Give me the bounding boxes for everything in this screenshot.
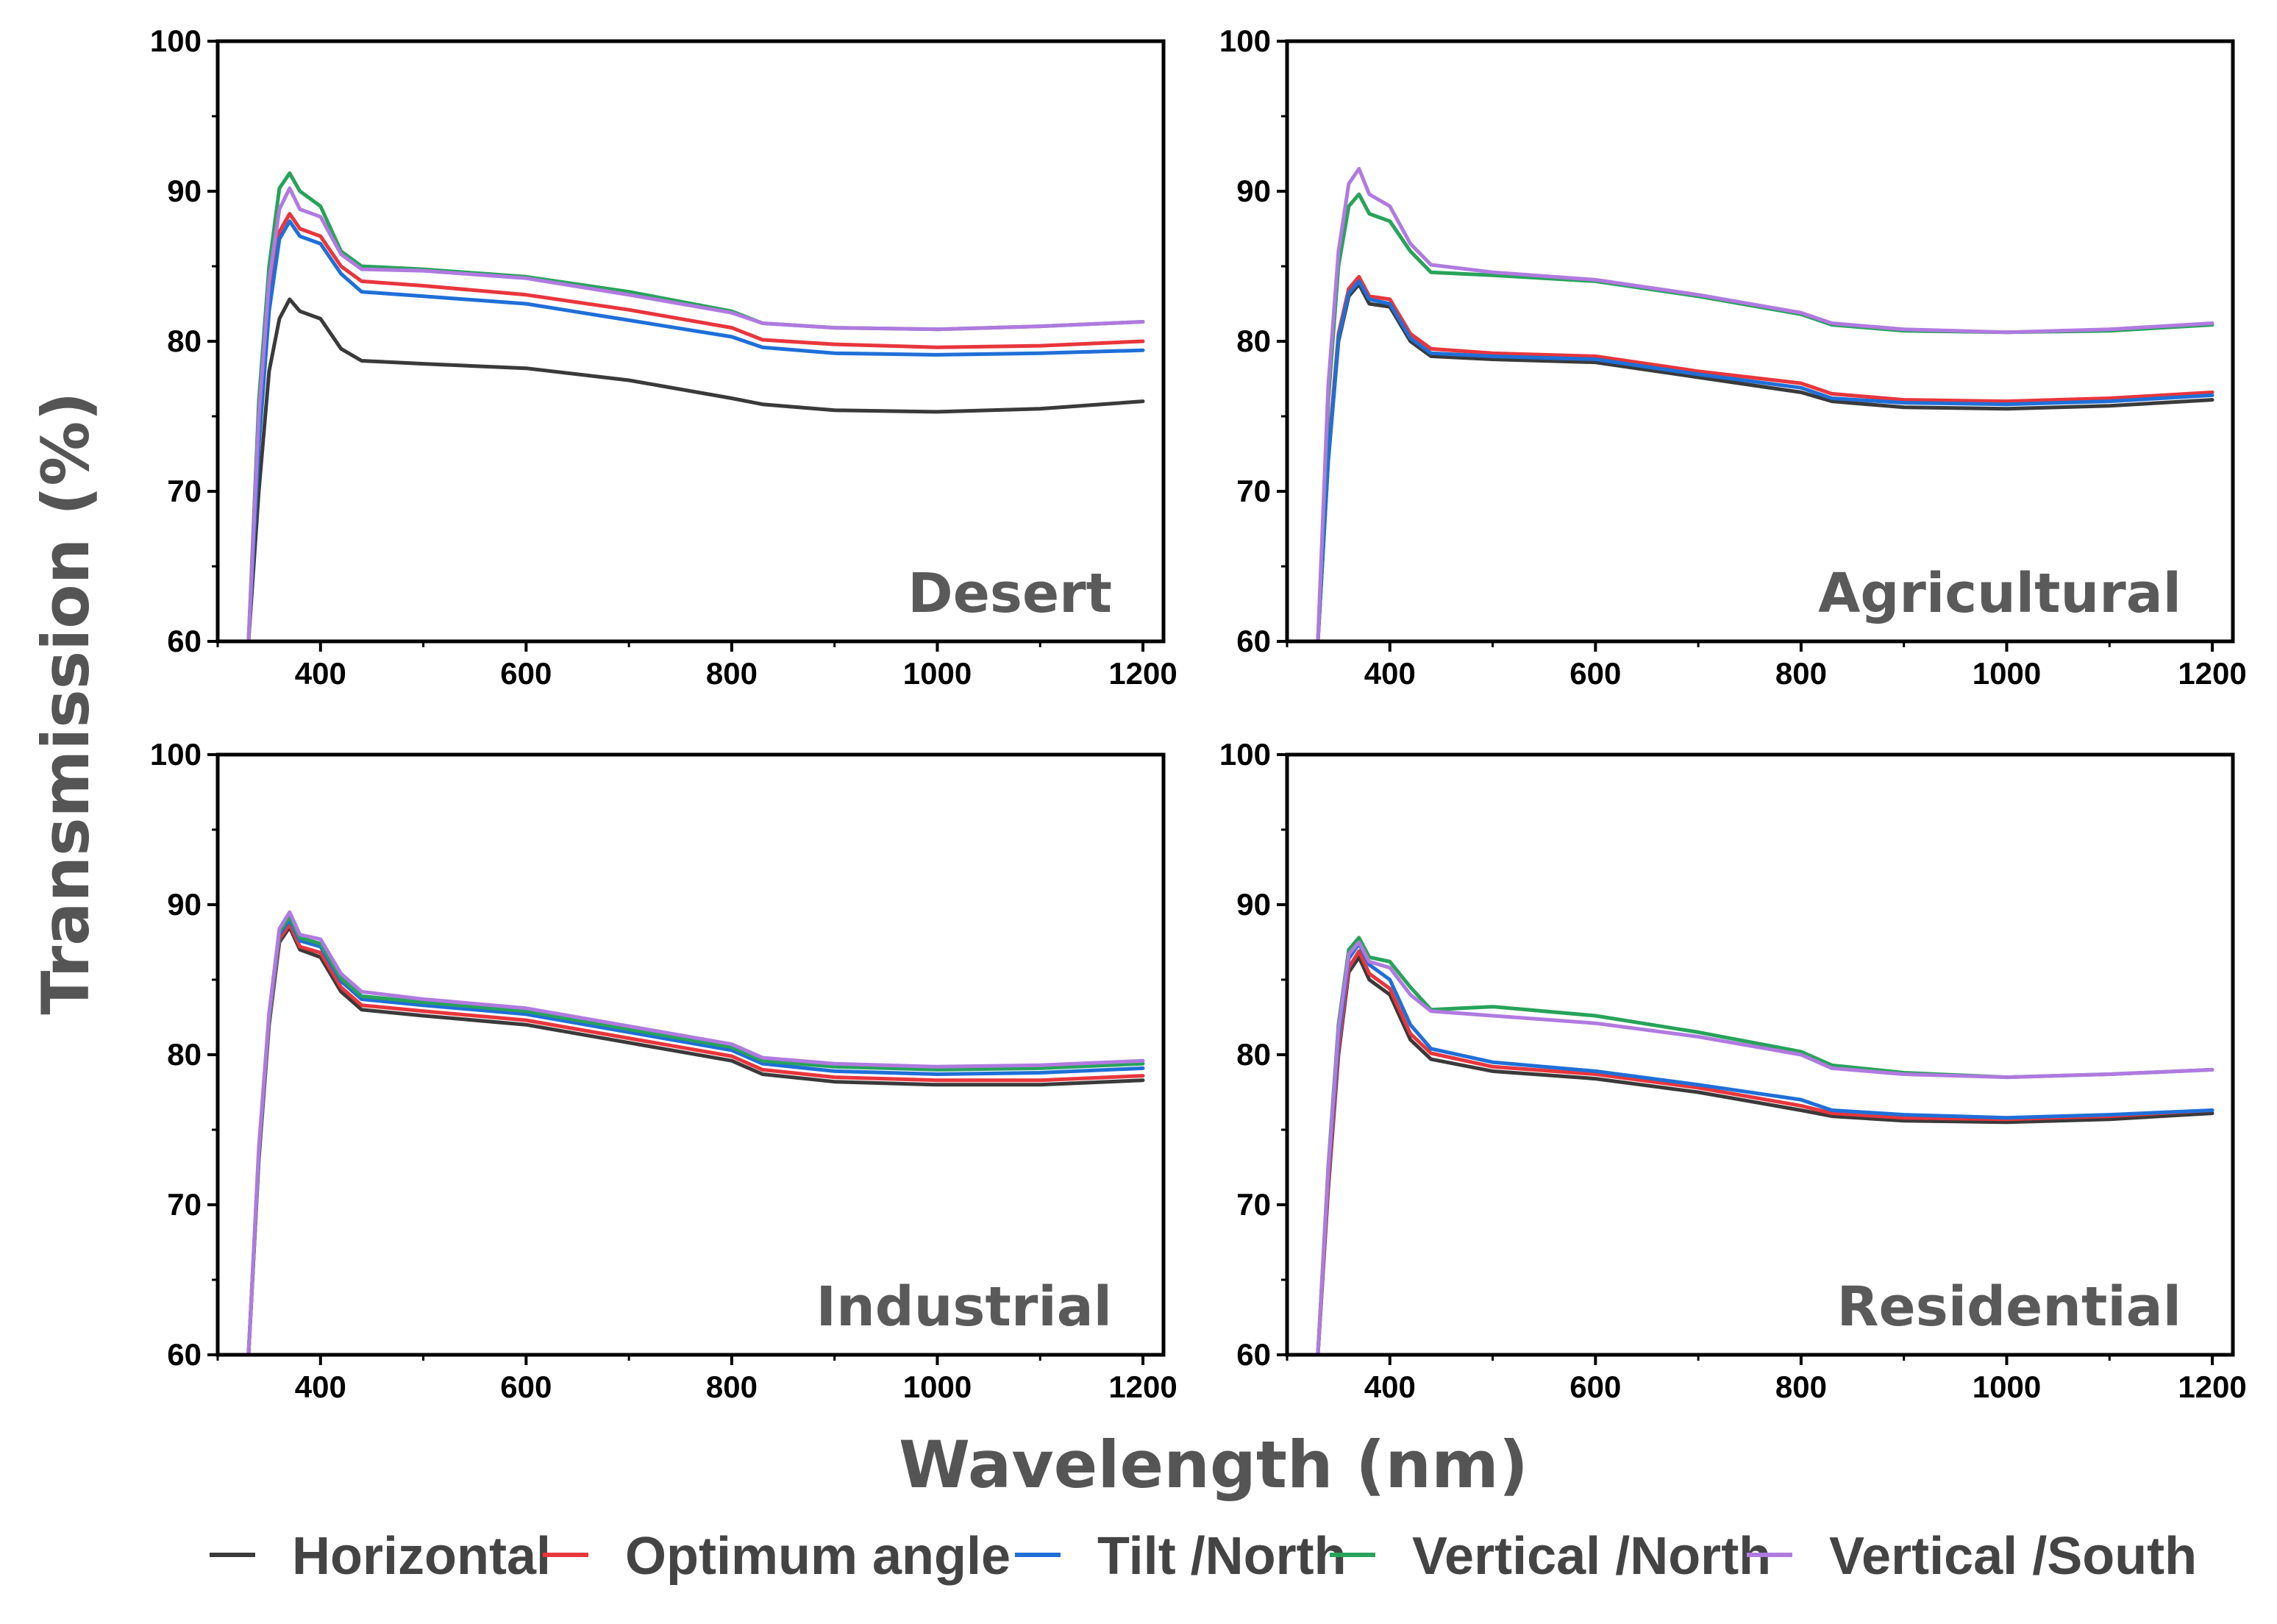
plot-frame (1285, 752, 2235, 1357)
y-tick-label: 90 (1236, 174, 1271, 208)
series-group (246, 910, 1145, 1355)
legend-label: Optimum angle (625, 1527, 1011, 1586)
y-tick-label: 80 (1236, 324, 1271, 358)
legend-item: Vertical /South (1747, 1527, 2197, 1586)
x-tick-label: 1000 (903, 1370, 972, 1404)
series-line-vertical-south (246, 910, 1145, 1355)
chart-panels: 60 70 80 90 100 400 600 800 1000 1200 Desert 60 70 80… (150, 24, 2247, 1404)
y-tick-label: 80 (167, 1037, 202, 1072)
y-tick-label: 70 (167, 474, 202, 508)
series-line-horizontal (246, 297, 1145, 641)
series-line-tilt-north (1316, 279, 2214, 641)
x-tick-label: 600 (500, 656, 552, 691)
y-tick-label: 60 (167, 1337, 202, 1372)
x-tick-label: 800 (706, 1370, 758, 1404)
series-line-tilt-north (246, 219, 1145, 641)
series-line-vertical-south (246, 186, 1145, 641)
x-tick-label: 800 (706, 656, 758, 691)
y-tick-label: 60 (1236, 624, 1271, 658)
plot-frame (215, 39, 1166, 644)
x-tick-label: 1200 (2178, 1370, 2246, 1404)
y-tick-label: 90 (1236, 887, 1271, 922)
panel-label: Agricultural (1818, 562, 2181, 625)
legend-label: Horizontal (292, 1527, 551, 1586)
series-line-vertical-south (1316, 166, 2214, 641)
y-tick-label: 100 (150, 737, 202, 772)
x-tick-label: 1000 (1973, 1370, 2041, 1404)
legend-item: Horizontal (210, 1527, 551, 1586)
legend-label: Vertical /South (1829, 1527, 2197, 1586)
series-group (1316, 166, 2214, 641)
x-axis-title: Wavelength (nm) (899, 1427, 1528, 1503)
legend: Horizontal Optimum angle Tilt /North Vertic… (210, 1527, 2197, 1586)
chart-panel-agricultural: 60 70 80 90 100 400 600 800 1000 1200 Agricultural (1219, 24, 2247, 691)
plot-frame (1285, 39, 2235, 644)
y-tick-label: 100 (1219, 737, 1271, 772)
x-tick-label: 800 (1775, 656, 1827, 691)
legend-item: Vertical /North (1330, 1527, 1771, 1586)
x-tick-label: 400 (295, 1370, 346, 1404)
panel-label: Residential (1837, 1275, 2181, 1339)
x-tick-label: 1000 (1973, 656, 2041, 691)
y-tick-label: 100 (1219, 24, 1271, 58)
legend-label: Vertical /North (1412, 1527, 1771, 1586)
series-group (1316, 936, 2214, 1355)
x-tick-label: 1200 (1108, 1370, 1177, 1404)
x-tick-label: 400 (1364, 1370, 1416, 1404)
x-tick-label: 400 (1364, 656, 1416, 691)
series-line-vertical-south (1316, 940, 2214, 1355)
x-tick-label: 1200 (1108, 656, 1177, 691)
panel-label: Industrial (816, 1275, 1112, 1339)
chart-panel-residential: 60 70 80 90 100 400 600 800 1000 1200 Residential (1219, 737, 2247, 1404)
y-tick-label: 60 (1236, 1337, 1271, 1372)
y-tick-label: 60 (167, 624, 202, 658)
x-tick-label: 1200 (2178, 656, 2246, 691)
y-tick-label: 70 (1236, 474, 1271, 508)
y-tick-label: 70 (1236, 1187, 1271, 1222)
y-tick-label: 100 (150, 24, 202, 58)
x-tick-label: 1000 (903, 656, 972, 691)
chart-panel-industrial: 60 70 80 90 100 400 600 800 1000 1200 Industrial (150, 737, 1177, 1404)
x-tick-label: 600 (500, 1370, 552, 1404)
x-tick-label: 400 (295, 656, 346, 691)
legend-item: Tilt /North (1015, 1527, 1347, 1586)
x-tick-label: 600 (1569, 1370, 1621, 1404)
y-tick-label: 80 (167, 324, 202, 358)
x-tick-label: 800 (1775, 1370, 1827, 1404)
chart-panel-desert: 60 70 80 90 100 400 600 800 1000 1200 Desert (150, 24, 1177, 691)
y-tick-label: 90 (167, 174, 202, 208)
y-axis-title: Transmission (%) (28, 391, 104, 1014)
x-tick-label: 600 (1569, 656, 1621, 691)
legend-item: Optimum angle (543, 1527, 1011, 1586)
y-tick-label: 70 (167, 1187, 202, 1222)
legend-label: Tilt /North (1097, 1527, 1347, 1586)
y-tick-label: 90 (167, 887, 202, 922)
y-tick-label: 80 (1236, 1037, 1271, 1072)
series-group (246, 171, 1145, 641)
panel-label: Desert (908, 562, 1112, 625)
